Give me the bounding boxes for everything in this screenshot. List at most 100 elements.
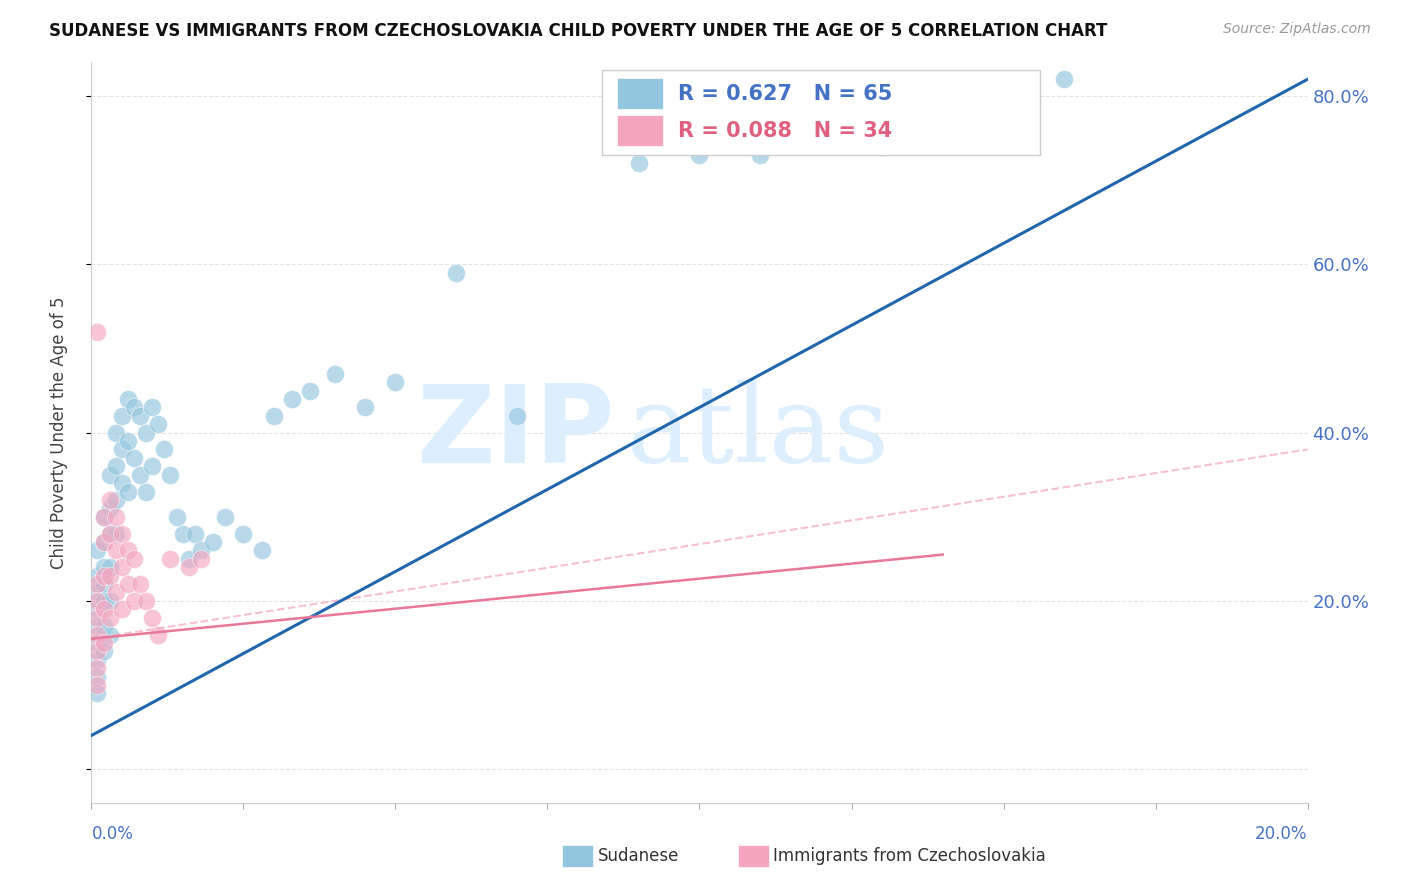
Text: R = 0.627   N = 65: R = 0.627 N = 65 [678,84,891,103]
Point [104,459,127,474]
Point [104,526,127,541]
Point [122,450,145,465]
Point [148,627,170,641]
Point [384,375,406,389]
Point [299,384,322,398]
Point [148,417,170,432]
Point [86,670,108,684]
Point [135,484,157,499]
Point [141,401,163,415]
Point [354,401,377,415]
Point [135,425,157,440]
Point [749,148,772,162]
Point [202,535,225,549]
Point [129,409,152,423]
Point [93,636,115,650]
Text: Source: ZipAtlas.com: Source: ZipAtlas.com [1223,22,1371,37]
Point [129,577,152,591]
Point [1053,72,1076,87]
Text: Immigrants from Czechoslovakia: Immigrants from Czechoslovakia [773,847,1046,865]
Point [263,409,285,423]
Point [86,594,108,608]
Point [104,543,127,558]
Point [86,602,108,616]
Point [86,543,108,558]
Point [111,526,134,541]
Text: 20.0%: 20.0% [1256,825,1308,843]
Point [86,644,108,658]
Point [688,148,710,162]
Point [111,476,134,491]
Point [172,526,194,541]
Point [86,325,108,339]
Point [627,156,650,170]
Point [122,594,145,608]
Point [86,619,108,633]
Point [250,543,273,558]
Point [98,492,121,507]
Point [166,509,188,524]
Point [86,585,108,599]
Point [117,577,139,591]
Point [111,442,134,457]
Point [232,526,254,541]
Point [104,492,127,507]
Point [129,467,152,482]
Point [98,467,121,482]
Point [184,526,207,541]
Point [122,401,145,415]
Point [93,602,115,616]
Point [506,409,529,423]
Point [153,442,176,457]
Point [86,636,108,650]
Point [122,551,145,566]
Point [86,568,108,582]
Point [281,392,304,406]
Point [104,509,127,524]
Point [98,568,121,582]
Point [190,543,212,558]
Point [159,467,181,482]
Point [177,551,200,566]
Point [86,661,108,675]
Point [111,602,134,616]
Point [93,535,115,549]
Point [98,611,121,625]
Text: atlas: atlas [627,380,890,485]
Point [86,678,108,692]
Point [177,560,200,574]
Point [98,526,121,541]
Point [93,509,115,524]
Point [323,367,346,381]
Point [86,686,108,700]
Point [214,509,236,524]
Point [117,484,139,499]
Point [141,459,163,474]
FancyBboxPatch shape [617,78,664,109]
Text: R = 0.088   N = 34: R = 0.088 N = 34 [678,120,891,141]
Point [98,627,121,641]
Point [93,619,115,633]
Point [93,594,115,608]
Point [870,139,893,153]
Point [93,644,115,658]
Point [93,535,115,549]
Point [117,434,139,448]
Point [98,560,121,574]
Point [93,568,115,582]
Text: Sudanese: Sudanese [598,847,679,865]
Point [86,627,108,641]
Point [111,560,134,574]
Point [98,594,121,608]
Text: ZIP: ZIP [416,380,614,485]
Y-axis label: Child Poverty Under the Age of 5: Child Poverty Under the Age of 5 [49,296,67,569]
Point [444,266,467,280]
Text: 0.0%: 0.0% [91,825,134,843]
Point [98,501,121,516]
Point [86,653,108,667]
Point [159,551,181,566]
Point [86,577,108,591]
Text: SUDANESE VS IMMIGRANTS FROM CZECHOSLOVAKIA CHILD POVERTY UNDER THE AGE OF 5 CORR: SUDANESE VS IMMIGRANTS FROM CZECHOSLOVAK… [49,22,1108,40]
FancyBboxPatch shape [602,70,1040,155]
Point [135,594,157,608]
